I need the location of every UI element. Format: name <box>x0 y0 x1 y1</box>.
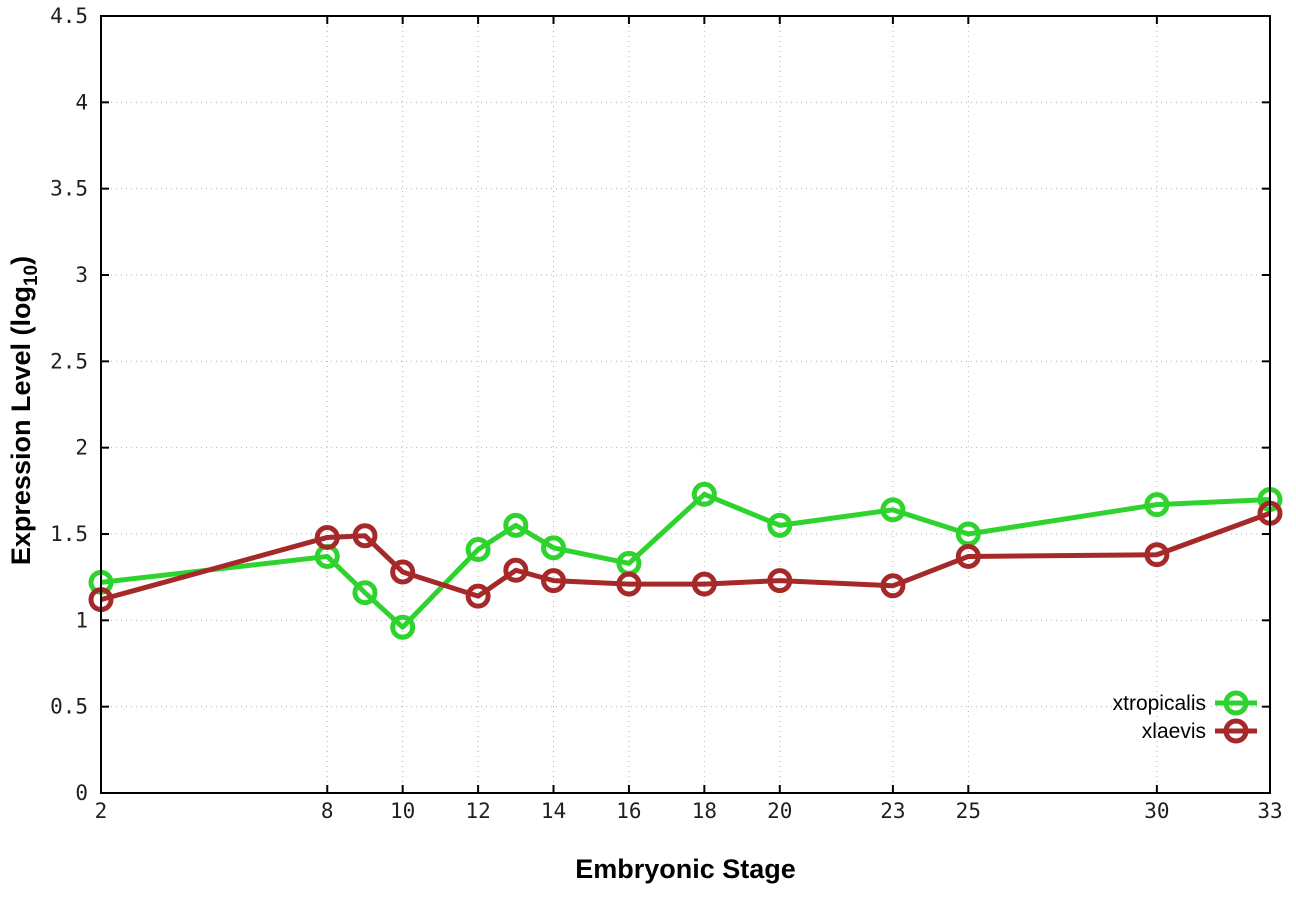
y-tick-label: 4 <box>75 90 88 114</box>
y-tick-label: 1.5 <box>50 522 88 546</box>
x-tick-label: 20 <box>767 799 792 823</box>
series-line-xlaevis <box>100 510 1271 603</box>
y-tick-label: 0.5 <box>50 695 88 719</box>
data-point-marker-xtropicalis <box>541 535 567 561</box>
data-point-marker-xlaevis <box>955 543 981 569</box>
x-tick-label: 12 <box>465 799 490 823</box>
x-tick-label: 23 <box>880 799 905 823</box>
x-tick-label: 30 <box>1144 799 1169 823</box>
y-tick-label: 3.5 <box>50 177 88 201</box>
legend-label-xtropicalis: xtropicalis <box>1113 692 1206 715</box>
x-tick-label: 8 <box>321 799 334 823</box>
x-axis-title: Embryonic Stage <box>575 854 796 884</box>
data-point-marker-xlaevis <box>352 523 378 549</box>
y-tick-labels: 0 0.5 1 1.5 2 2.5 3 3.5 4 4.5 <box>50 4 88 805</box>
data-point-marker-xlaevis <box>390 559 416 585</box>
data-point-marker-xlaevis <box>767 568 793 594</box>
x-tick-label: 16 <box>616 799 641 823</box>
data-point-marker-xtropicalis <box>880 497 906 523</box>
legend-entry-xtropicalis: xtropicalis <box>1113 690 1257 716</box>
x-tick-label: 2 <box>95 799 108 823</box>
gridlines <box>101 16 1270 793</box>
series-xtropicalis <box>88 481 1283 640</box>
x-tick-label: 25 <box>956 799 981 823</box>
y-tick-label: 0 <box>75 781 88 805</box>
data-point-marker-xlaevis <box>880 573 906 599</box>
data-point-marker-xtropicalis <box>390 614 416 640</box>
series-xlaevis <box>88 500 1283 613</box>
data-point-marker-xlaevis <box>1144 542 1170 568</box>
legend-marker <box>1223 718 1249 744</box>
y-tick-label: 1 <box>75 608 88 632</box>
x-tick-label: 18 <box>692 799 717 823</box>
data-point-marker-xlaevis <box>503 557 529 583</box>
y-tick-label: 2.5 <box>50 349 88 373</box>
data-point-marker-xtropicalis <box>465 537 491 563</box>
x-tick-labels: 2 8 10 12 14 16 18 20 23 25 30 33 <box>95 799 1283 823</box>
data-point-marker-xlaevis <box>691 571 717 597</box>
data-point-marker-xlaevis <box>465 583 491 609</box>
legend-entry-xlaevis: xlaevis <box>1142 718 1257 744</box>
data-point-marker-xlaevis <box>541 568 567 594</box>
series-line-xtropicalis <box>100 491 1271 630</box>
legend: xtropicalis xlaevis <box>1113 690 1257 744</box>
y-tick-label: 4.5 <box>50 4 88 28</box>
data-point-marker-xtropicalis <box>767 512 793 538</box>
x-tick-label: 33 <box>1257 799 1282 823</box>
data-point-marker-xtropicalis <box>503 512 529 538</box>
legend-marker <box>1223 690 1249 716</box>
y-axis-title: Expression Level (log10) <box>6 256 42 565</box>
data-point-marker-xlaevis <box>314 524 340 550</box>
y-tick-label: 2 <box>75 436 88 460</box>
data-point-marker-xtropicalis <box>352 580 378 606</box>
data-point-marker-xlaevis <box>616 571 642 597</box>
data-point-marker-xtropicalis <box>1144 492 1170 518</box>
x-tick-label: 14 <box>541 799 566 823</box>
plot-border <box>100 15 1271 794</box>
legend-label-xlaevis: xlaevis <box>1142 720 1206 743</box>
x-tick-label: 10 <box>390 799 415 823</box>
axis-ticks <box>100 15 1271 794</box>
y-tick-label: 3 <box>75 263 88 287</box>
data-point-marker-xtropicalis <box>691 481 717 507</box>
